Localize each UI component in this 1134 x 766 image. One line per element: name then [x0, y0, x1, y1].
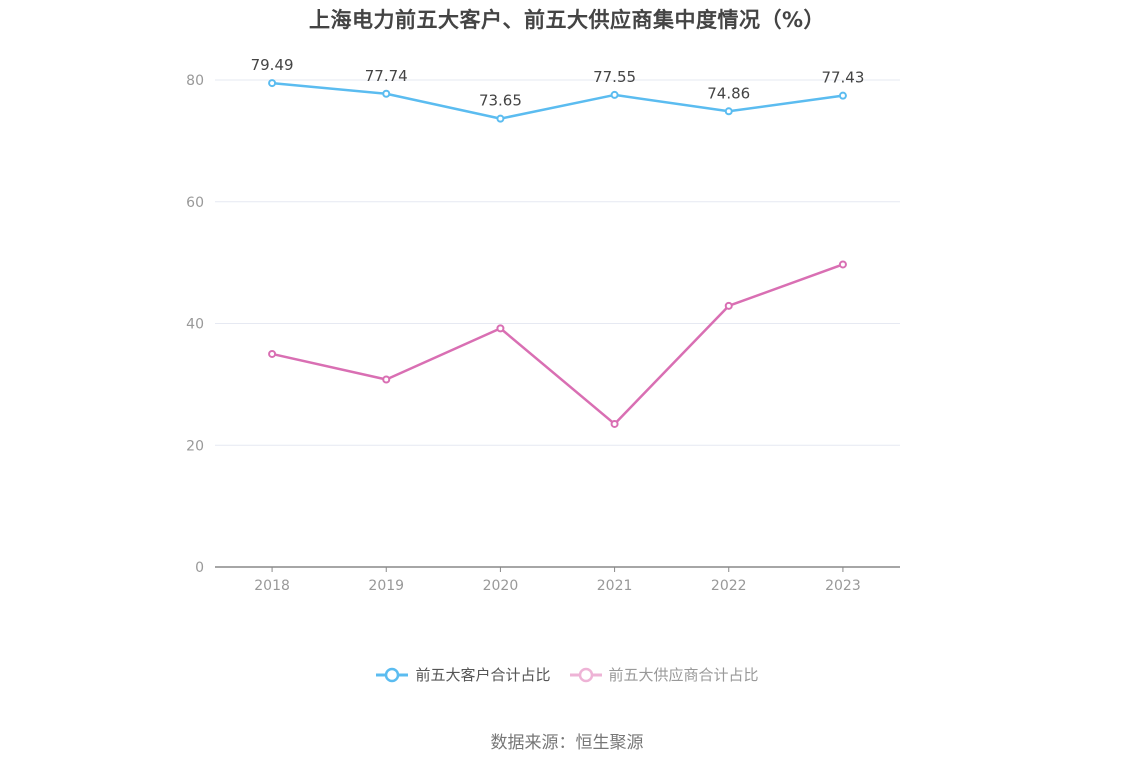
legend-label: 前五大供应商合计占比 — [608, 666, 759, 684]
x-tick-label: 2023 — [825, 578, 861, 594]
data-label: 74.86 — [707, 84, 750, 102]
series-line — [271, 263, 844, 426]
data-point — [382, 375, 391, 384]
data-label: 79.49 — [251, 56, 294, 74]
legend-item-suppliers[interactable]: 前五大供应商合计占比 — [569, 664, 759, 685]
x-tick-label: 2022 — [711, 578, 747, 594]
data-point — [496, 324, 505, 333]
data-point — [838, 91, 847, 100]
data-label: 77.43 — [821, 69, 864, 87]
data-point — [268, 349, 277, 358]
legend-label: 前五大客户合计占比 — [415, 666, 551, 684]
legend-circle-icon — [376, 667, 409, 682]
y-tick-label: 60 — [186, 195, 204, 211]
line-chart: 0 20 40 60 80 2018 2019 2020 2021 2022 2023 79.49 77… — [186, 56, 900, 594]
legend-circle-icon — [569, 667, 602, 682]
legend: 前五大客户合计占比 前五大供应商合计占比 — [0, 664, 1134, 685]
data-point — [268, 79, 277, 88]
data-point — [610, 419, 619, 428]
data-point — [496, 114, 505, 123]
series-line — [271, 81, 844, 120]
data-label: 73.65 — [479, 92, 522, 110]
x-tick-label: 2018 — [254, 578, 290, 594]
data-point — [724, 107, 733, 116]
y-tick-label: 0 — [195, 560, 204, 576]
y-tick-label: 40 — [186, 317, 204, 333]
data-source: 数据来源：恒生聚源 — [490, 733, 644, 753]
data-point — [724, 301, 733, 310]
data-point — [610, 90, 619, 99]
data-point — [382, 89, 391, 98]
data-label: 77.74 — [365, 67, 408, 85]
x-tick-label: 2021 — [597, 578, 633, 594]
data-point — [838, 260, 847, 269]
x-tick-label: 2019 — [368, 578, 404, 594]
data-label: 77.55 — [593, 68, 636, 86]
chart-title: 上海电力前五大客户、前五大供应商集中度情况（%） — [308, 8, 826, 32]
legend-item-customers[interactable]: 前五大客户合计占比 — [375, 664, 551, 685]
x-tick-label: 2020 — [483, 578, 519, 594]
y-tick-label: 20 — [186, 438, 204, 454]
y-tick-label: 80 — [186, 73, 204, 89]
